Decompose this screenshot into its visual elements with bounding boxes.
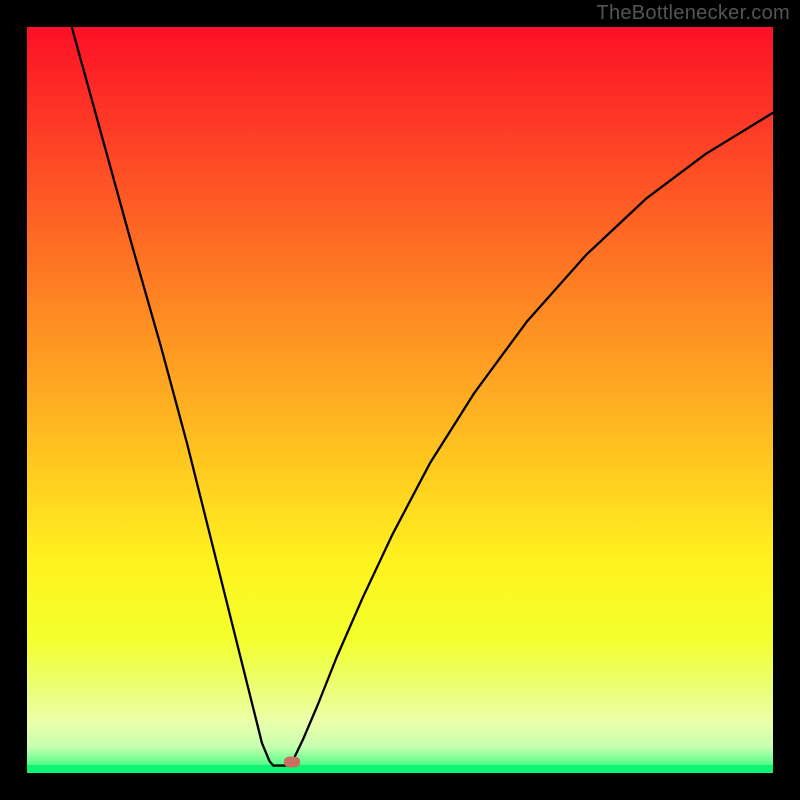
plot-area xyxy=(27,27,773,773)
curve-path xyxy=(72,27,773,766)
current-config-marker xyxy=(284,756,300,767)
bottleneck-curve xyxy=(27,27,773,773)
watermark-text: TheBottlenecker.com xyxy=(596,2,790,25)
